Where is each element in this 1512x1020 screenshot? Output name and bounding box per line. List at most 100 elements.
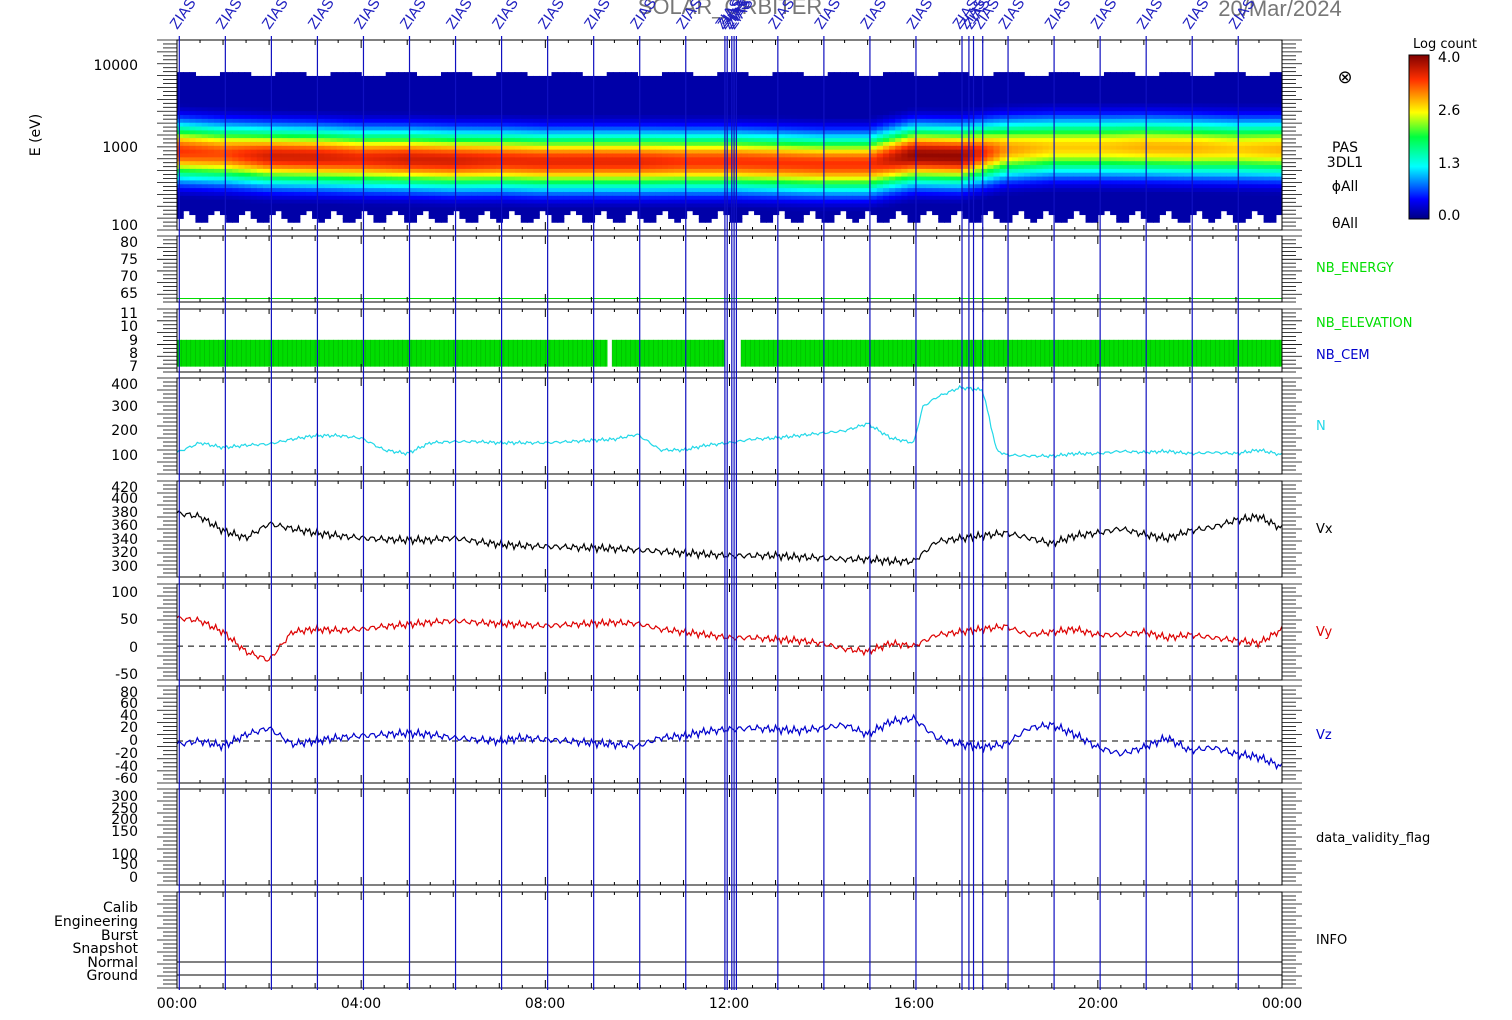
spectrogram-cell (342, 156, 350, 162)
spectrogram-cell (262, 133, 270, 139)
spectrogram-cell (938, 87, 945, 92)
spectrogram-cell (232, 191, 239, 196)
spectrogram-cell (226, 114, 233, 119)
spectrogram-cell (827, 218, 835, 223)
spectrogram-cell (606, 202, 614, 208)
spectrogram-cell (919, 191, 927, 196)
spectrogram-cell (729, 210, 737, 216)
spectrogram-cell (735, 145, 743, 150)
spectrogram-cell (698, 106, 706, 112)
spectrogram-cell (238, 168, 246, 173)
spectrogram-cell (668, 183, 675, 189)
spectrogram-cell (293, 110, 301, 116)
spectrogram-cell (490, 172, 497, 177)
spectrogram-cell (668, 75, 675, 81)
spectrogram-cell (355, 102, 362, 108)
spectrogram-cell (404, 179, 411, 185)
spectrogram-cell (189, 149, 197, 154)
spectrogram-cell (711, 110, 718, 116)
spectrogram-cell (440, 110, 448, 116)
spectrogram-cell (717, 195, 724, 200)
spectrogram-cell (404, 175, 411, 181)
spectrogram-cell (790, 129, 798, 135)
spectrogram-cell (704, 129, 712, 135)
spectrogram-cell (827, 99, 835, 104)
spectrogram-cell (526, 99, 534, 104)
spectrogram-cell (177, 114, 184, 119)
spectrogram-cell (305, 79, 313, 85)
spectrogram-cell (391, 95, 399, 100)
spectrogram-cell (790, 95, 798, 100)
spectrogram-cell (870, 99, 878, 104)
spectrogram-cell (244, 72, 252, 77)
spectrogram-cell (704, 91, 712, 96)
spectrogram-cell (661, 102, 669, 108)
spectrogram-cell (459, 118, 467, 123)
spectrogram-cell (766, 141, 774, 146)
spectrogram-cell (355, 110, 362, 116)
spectrogram-cell (367, 172, 375, 177)
spectrogram-cell (809, 156, 817, 162)
spectrogram-cell (471, 156, 479, 162)
spectrogram-cell (195, 218, 203, 223)
spectrogram-cell (526, 168, 534, 173)
spectrogram-cell (833, 129, 841, 135)
spectrogram-cell (551, 114, 559, 119)
spectrogram-cell (355, 137, 362, 142)
spectrogram-cell (195, 91, 203, 96)
spectrogram-cell (852, 152, 860, 158)
spectrogram-cell (275, 195, 282, 200)
spectrogram-cell (539, 191, 546, 196)
spectrogram-cell (778, 183, 786, 189)
spectrogram-cell (932, 114, 939, 119)
spectrogram-cell (870, 91, 878, 96)
spectrogram-cell (821, 175, 829, 181)
spectrogram-cell (416, 210, 424, 216)
spectrogram-cell (760, 156, 767, 162)
spectrogram-cell (287, 114, 295, 119)
spectrogram-cell (907, 191, 915, 196)
spectrogram-cell (477, 206, 485, 212)
spectrogram-cell (582, 195, 589, 200)
spectrogram-cell (809, 175, 817, 181)
spectrogram-cell (195, 87, 203, 92)
spectrogram-cell (398, 118, 405, 123)
spectrogram-cell (183, 79, 190, 85)
spectrogram-cell (324, 129, 332, 135)
spectrogram-cell (404, 210, 411, 216)
spectrogram-cell (858, 202, 866, 208)
spectrogram-cell (312, 79, 319, 85)
spectrogram-cell (502, 164, 510, 169)
spectrogram-cell (631, 152, 639, 158)
spectrogram-cell (594, 110, 602, 116)
spectrogram-cell (312, 125, 319, 131)
spectrogram-cell (625, 156, 632, 162)
spectrogram-cell (563, 152, 571, 158)
spectrogram-cell (299, 175, 307, 181)
spectrogram-cell (858, 179, 866, 185)
spectrogram-cell (440, 122, 448, 127)
spectrogram-cell (502, 145, 510, 150)
spectrogram-cell (238, 137, 246, 142)
spectrogram-cell (778, 87, 786, 92)
spectrogram-cell (619, 183, 626, 189)
spectrogram-cell (803, 79, 810, 85)
spectrogram-cell (305, 187, 313, 192)
spectrogram-cell (729, 179, 737, 185)
spectrogram-cell (815, 125, 823, 131)
spectrogram-cell (305, 202, 313, 208)
spectrogram-cell (312, 75, 319, 81)
spectrogram-cell (502, 137, 510, 142)
spectrogram-cell (348, 95, 356, 100)
spectrogram-cell (643, 87, 651, 92)
spectrogram-cell (563, 75, 571, 81)
spectrogram-cell (299, 122, 307, 127)
spectrogram-cell (698, 129, 706, 135)
spectrogram-cell (189, 206, 197, 212)
spectrogram-cell (287, 110, 295, 116)
spectrogram-cell (195, 179, 203, 185)
spectrogram-cell (201, 210, 209, 216)
spectrogram-cell (956, 72, 964, 77)
spectrogram-cell (275, 72, 282, 77)
spectrogram-cell (514, 87, 522, 92)
